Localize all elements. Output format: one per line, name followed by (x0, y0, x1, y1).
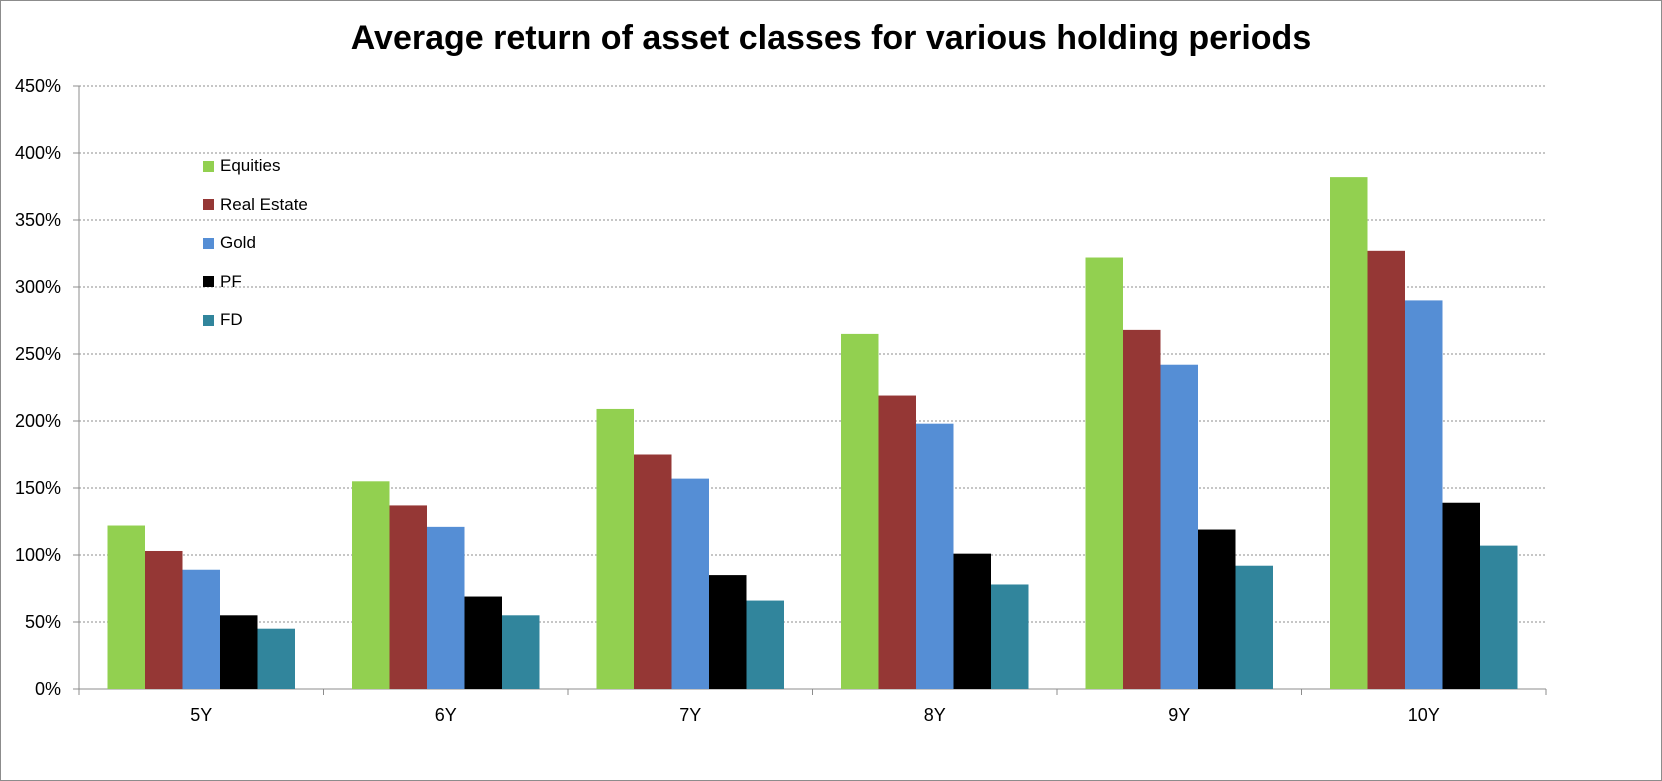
legend-label: PF (220, 271, 242, 291)
bar-fd-7y (746, 600, 784, 689)
bar-gold-10y (1405, 300, 1443, 689)
bar-real-estate-8y (878, 395, 916, 689)
bar-pf-10y (1442, 502, 1480, 689)
bar-equities-9y (1085, 257, 1123, 689)
bar-gold-6y (427, 526, 465, 689)
bar-fd-10y (1480, 545, 1518, 689)
bar-equities-8y (841, 333, 879, 689)
bar-pf-9y (1198, 529, 1236, 689)
x-tick-label: 8Y (924, 705, 946, 725)
y-tick-label: 350% (15, 210, 61, 230)
bar-pf-5y (220, 615, 258, 689)
legend-item: FD (203, 301, 308, 340)
x-tick-label: 9Y (1168, 705, 1190, 725)
legend-swatch (203, 276, 214, 288)
bar-gold-5y (182, 569, 220, 689)
legend-label: Gold (220, 233, 256, 253)
bar-real-estate-10y (1367, 250, 1405, 689)
y-tick-label: 100% (15, 545, 61, 565)
bar-real-estate-9y (1123, 329, 1161, 689)
y-tick-label: 250% (15, 344, 61, 364)
x-tick-label: 10Y (1408, 705, 1440, 725)
bar-pf-6y (464, 596, 502, 689)
y-tick-label: 50% (25, 612, 61, 632)
legend-label: FD (220, 310, 243, 330)
x-tick-label: 5Y (190, 705, 212, 725)
legend-item: Real Estate (203, 186, 308, 225)
x-tick-label: 7Y (679, 705, 701, 725)
legend-swatch (203, 237, 214, 249)
y-tick-label: 200% (15, 411, 61, 431)
y-tick-label: 400% (15, 143, 61, 163)
legend-label: Equities (220, 156, 281, 176)
bar-real-estate-5y (145, 550, 183, 689)
y-tick-label: 450% (15, 76, 61, 96)
bar-gold-7y (671, 478, 709, 689)
legend-swatch (203, 160, 214, 172)
bar-equities-7y (596, 408, 634, 689)
bar-gold-9y (1160, 364, 1198, 689)
bar-equities-5y (107, 525, 145, 689)
bar-gold-8y (916, 423, 954, 689)
chart-legend: Equities Real Estate Gold PF FD (203, 147, 308, 340)
chart-title: Average return of asset classes for vari… (350, 19, 1312, 57)
y-tick-label: 300% (15, 277, 61, 297)
legend-swatch (203, 199, 214, 211)
bar-equities-6y (352, 481, 390, 689)
bar-fd-5y (257, 628, 295, 689)
bar-real-estate-7y (634, 454, 672, 689)
y-tick-label: 150% (15, 478, 61, 498)
bar-equities-10y (1330, 177, 1368, 689)
bar-pf-8y (953, 553, 991, 689)
legend-item: Gold (203, 224, 308, 263)
x-tick-label: 6Y (435, 705, 457, 725)
bar-fd-6y (502, 615, 540, 689)
legend-item: PF (203, 263, 308, 302)
bar-fd-9y (1235, 565, 1273, 689)
legend-swatch (203, 314, 214, 326)
bar-pf-7y (709, 575, 747, 689)
bar-fd-8y (991, 584, 1029, 689)
y-tick-label: 0% (35, 679, 61, 699)
legend-item: Equities (203, 147, 308, 186)
legend-label: Real Estate (220, 194, 308, 214)
bar-real-estate-6y (389, 505, 427, 689)
